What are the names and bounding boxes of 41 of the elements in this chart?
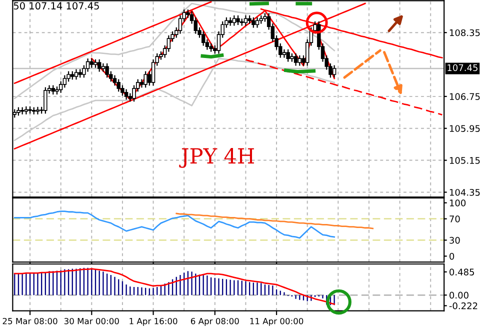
y-tick-label: 106.75 <box>450 93 480 100</box>
candlestick <box>74 68 78 80</box>
candlestick <box>252 16 256 28</box>
y-tick-label: 70 <box>450 216 460 222</box>
y-tick-label: 0.485 <box>450 268 474 276</box>
line-series <box>14 210 335 239</box>
candlestick <box>294 52 298 66</box>
annotation: JPY 4H <box>179 148 254 168</box>
candlestick <box>286 48 290 62</box>
x-tick-label: 30 Mar 00:00 <box>64 318 119 324</box>
x-tick-label: 11 Apr 00:00 <box>250 318 304 326</box>
candlestick <box>97 58 102 72</box>
candlestick <box>36 106 40 115</box>
candlestick <box>236 14 240 26</box>
y-tick-label: -0.222 <box>449 302 478 310</box>
candlestick <box>105 62 109 78</box>
candlestick <box>298 54 302 66</box>
candlestick <box>201 30 206 46</box>
candlestick <box>124 88 128 100</box>
y-tick-label: 105.95 <box>450 125 480 132</box>
candlestick <box>332 64 336 78</box>
candlestick <box>44 86 48 114</box>
y-tick-label: 108.35 <box>450 29 480 36</box>
y-tick-label: 105.15 <box>450 157 480 164</box>
x-tick-label: 25 Mar 08:00 <box>2 318 58 324</box>
y-tick-label: 100 <box>450 200 466 206</box>
y-tick-label: 0.00 <box>450 292 468 299</box>
y-tick-label: 104.35 <box>450 188 480 196</box>
annotation: 50 107.14 107.45 <box>14 2 99 10</box>
line-series <box>245 59 443 116</box>
candlestick <box>144 70 148 88</box>
line-series <box>176 212 374 230</box>
y-tick-label: 30 <box>450 236 460 244</box>
candlestick <box>255 16 260 28</box>
y-tick-label: 0 <box>450 252 454 260</box>
ref-line-label: 107.45 <box>448 64 478 72</box>
x-tick-label: 1 Apr 16:00 <box>130 318 178 326</box>
candlestick <box>116 78 120 92</box>
candlestick <box>51 84 55 95</box>
x-tick-label: 6 Apr 08:00 <box>190 318 239 326</box>
candlestick <box>232 14 236 26</box>
